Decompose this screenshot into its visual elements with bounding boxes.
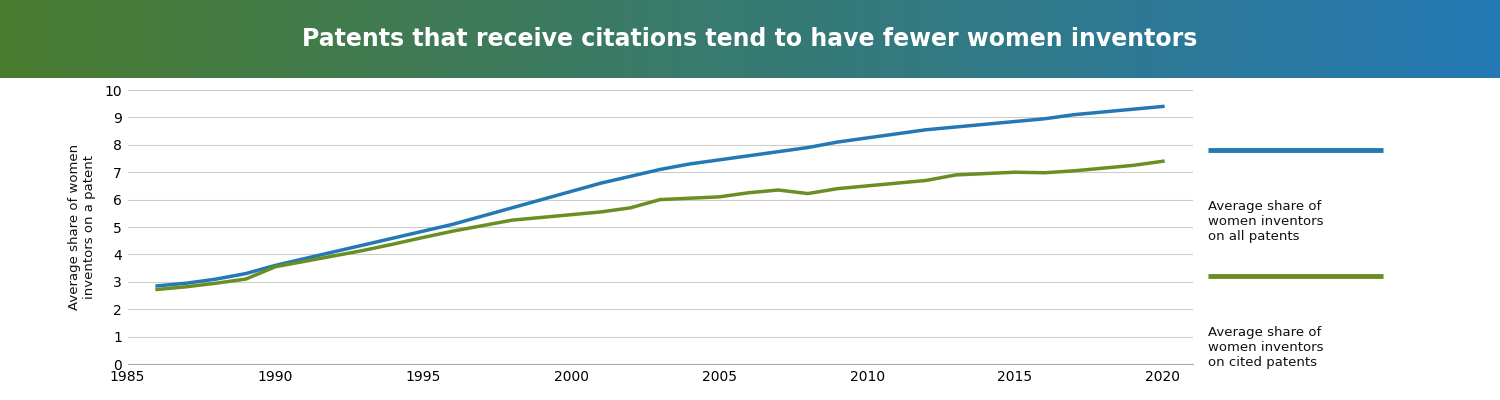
- Text: Patents that receive citations tend to have fewer women inventors: Patents that receive citations tend to h…: [303, 27, 1197, 51]
- Text: Average share of
women inventors
on cited patents: Average share of women inventors on cite…: [1208, 326, 1323, 369]
- Text: Average share of
women inventors
on all patents: Average share of women inventors on all …: [1208, 200, 1323, 242]
- Y-axis label: Average share of women
inventors on a patent: Average share of women inventors on a pa…: [68, 144, 96, 310]
